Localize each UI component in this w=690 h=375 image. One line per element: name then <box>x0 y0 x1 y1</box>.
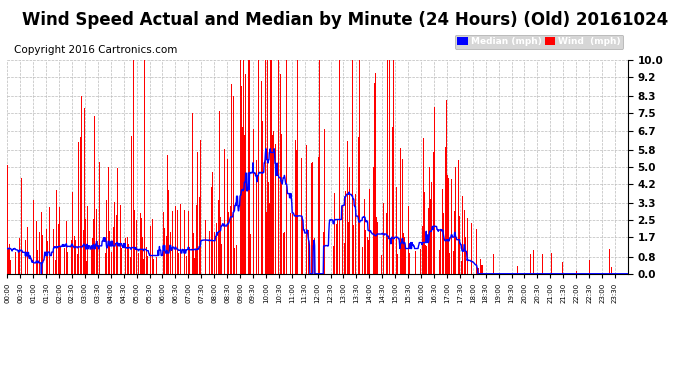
Text: Wind Speed Actual and Median by Minute (24 Hours) (Old) 20161024: Wind Speed Actual and Median by Minute (… <box>22 11 668 29</box>
Legend: Median (mph), Wind  (mph): Median (mph), Wind (mph) <box>455 34 623 49</box>
Text: Copyright 2016 Cartronics.com: Copyright 2016 Cartronics.com <box>14 45 177 55</box>
